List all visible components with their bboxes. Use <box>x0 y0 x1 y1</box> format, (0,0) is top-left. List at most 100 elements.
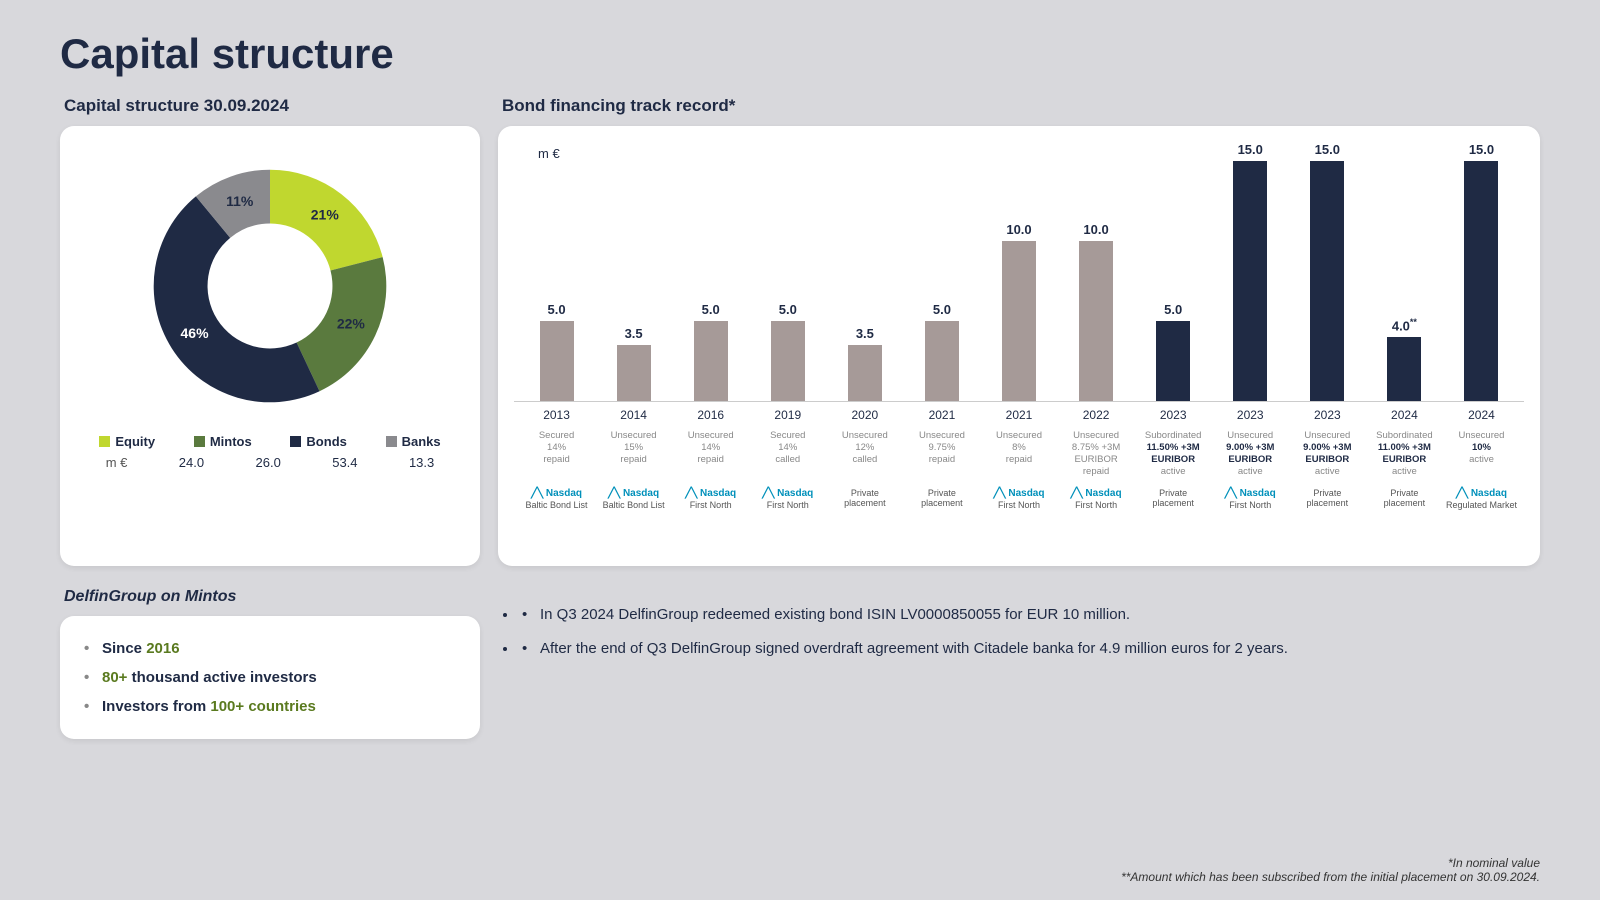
mintos-heading: DelfinGroup on Mintos <box>64 588 480 606</box>
legend-value: 26.0 <box>256 455 281 470</box>
note-item: After the end of Q3 DelfinGroup signed o… <box>518 632 1520 666</box>
bar-column: 3.5 <box>826 326 903 401</box>
bar-venue: ╱╲ NasdaqFirst North <box>672 488 749 511</box>
bar-venue: Privateplacement <box>826 488 903 511</box>
bar-value-label: 5.0 <box>702 302 720 317</box>
bar-venue: Privateplacement <box>1366 488 1443 511</box>
bar-year: 2024 <box>1366 408 1443 422</box>
note-item: In Q3 2024 DelfinGroup redeemed existing… <box>518 598 1520 632</box>
bar-desc: Unsecured12%called <box>826 430 903 478</box>
bar-year: 2013 <box>518 408 595 422</box>
bar-year: 2024 <box>1443 408 1520 422</box>
bars-xlabels: 2013201420162019202020212021202220232023… <box>514 408 1524 422</box>
bar <box>1079 241 1113 401</box>
bar-venue: ╱╲ NasdaqFirst North <box>980 488 1057 511</box>
bar-desc: Unsecured8.75% +3M EURIBORrepaid <box>1058 430 1135 478</box>
bar-desc: Unsecured9.00% +3M EURIBORactive <box>1212 430 1289 478</box>
bar-desc: Subordinated11.00% +3M EURIBORactive <box>1366 430 1443 478</box>
donut-pct-label: 21% <box>311 207 340 223</box>
bar-year: 2019 <box>749 408 826 422</box>
bar-venue: ╱╲ NasdaqFirst North <box>1058 488 1135 511</box>
bar-column: 5.0 <box>749 302 826 401</box>
legend-value: 24.0 <box>179 455 204 470</box>
bar-value-label: 3.5 <box>856 326 874 341</box>
bar-column: 5.0 <box>672 302 749 401</box>
donut-pct-label: 46% <box>181 325 210 341</box>
bar <box>925 321 959 401</box>
bar-value-label: 5.0 <box>779 302 797 317</box>
bar-value-label: 3.5 <box>625 326 643 341</box>
page-title: Capital structure <box>60 30 1540 78</box>
legend-value: 53.4 <box>332 455 357 470</box>
mintos-item: Since 2016 <box>84 634 456 663</box>
legend-item: Mintos <box>194 434 252 449</box>
bar-year: 2020 <box>826 408 903 422</box>
bar-desc: Secured14%called <box>749 430 826 478</box>
bar-column: 10.0 <box>1058 222 1135 401</box>
bar-venue: ╱╲ NasdaqFirst North <box>1212 488 1289 511</box>
footnotes: *In nominal value**Amount which has been… <box>1121 856 1540 884</box>
bar <box>540 321 574 401</box>
footnote: **Amount which has been subscribed from … <box>1121 870 1540 884</box>
bar-column: 5.0 <box>903 302 980 401</box>
donut-card: 21%22%46%11% EquityMintosBondsBanks m €2… <box>60 126 480 566</box>
mintos-card: Since 201680+ thousand active investorsI… <box>60 616 480 739</box>
legend-item: Banks <box>386 434 441 449</box>
bar-column: 4.0** <box>1366 317 1443 401</box>
bar-venue: ╱╲ NasdaqFirst North <box>749 488 826 511</box>
bar-year: 2023 <box>1135 408 1212 422</box>
bar-value-label: 15.0 <box>1469 142 1494 157</box>
bar-column: 15.0 <box>1289 142 1366 401</box>
bar <box>848 345 882 401</box>
bar <box>1387 337 1421 401</box>
bar-column: 3.5 <box>595 326 672 401</box>
bar-desc: Unsecured10%active <box>1443 430 1520 478</box>
bar-value-label: 10.0 <box>1006 222 1031 237</box>
bars-unit: m € <box>538 146 560 161</box>
bar-year: 2021 <box>980 408 1057 422</box>
bar-desc: Unsecured15%repaid <box>595 430 672 478</box>
bar-card: m € 5.0 3.5 5.0 5.0 3.5 5.0 10.0 10.0 5.0 15.0 15.… <box>498 126 1540 566</box>
bar <box>1464 161 1498 401</box>
legend-item: Bonds <box>290 434 346 449</box>
bar-column: 5.0 <box>1135 302 1212 401</box>
bar <box>694 321 728 401</box>
bars-subtitle: Bond financing track record* <box>502 96 1540 116</box>
bar-value-label: 5.0 <box>548 302 566 317</box>
bar-value-label: 15.0 <box>1238 142 1263 157</box>
donut-pct-label: 22% <box>337 315 366 331</box>
bar <box>1233 161 1267 401</box>
legend-value: 13.3 <box>409 455 434 470</box>
bar-desc: Subordinated11.50% +3M EURIBORactive <box>1135 430 1212 478</box>
bar <box>1310 161 1344 401</box>
bar-year: 2016 <box>672 408 749 422</box>
bar-year: 2023 <box>1289 408 1366 422</box>
bar-year: 2022 <box>1058 408 1135 422</box>
donut-legend-values: m €24.026.053.413.3 <box>80 455 460 470</box>
mintos-item: 80+ thousand active investors <box>84 663 456 692</box>
bar-venue: Privateplacement <box>903 488 980 511</box>
bar-value-label: 5.0 <box>1164 302 1182 317</box>
legend-item: Equity <box>99 434 155 449</box>
bar-year: 2023 <box>1212 408 1289 422</box>
bars-area: 5.03.55.05.03.55.010.010.05.015.015.04.0… <box>514 152 1524 402</box>
bar-desc: Unsecured9.00% +3M EURIBORactive <box>1289 430 1366 478</box>
bar-value-label: 10.0 <box>1083 222 1108 237</box>
bar-year: 2014 <box>595 408 672 422</box>
bar-value-label: 4.0** <box>1392 317 1417 333</box>
bar-venue: ╱╲ NasdaqRegulated Market <box>1443 488 1520 511</box>
bar-desc: Unsecured14%repaid <box>672 430 749 478</box>
donut-subtitle: Capital structure 30.09.2024 <box>64 96 480 116</box>
mintos-list: Since 201680+ thousand active investorsI… <box>84 634 456 721</box>
bar-venue: Privateplacement <box>1289 488 1366 511</box>
bar <box>1156 321 1190 401</box>
donut-legend: Equity Mintos Bonds Banks <box>80 434 460 449</box>
bar-year: 2021 <box>903 408 980 422</box>
bars-venue-row: ╱╲ NasdaqBaltic Bond List╱╲ NasdaqBaltic… <box>514 488 1524 511</box>
bar-column: 10.0 <box>980 222 1057 401</box>
bar-column: 5.0 <box>518 302 595 401</box>
donut-pct-label: 11% <box>226 193 254 209</box>
bar-value-label: 5.0 <box>933 302 951 317</box>
bar-desc: Unsecured9.75%repaid <box>903 430 980 478</box>
bar-value-label: 15.0 <box>1315 142 1340 157</box>
